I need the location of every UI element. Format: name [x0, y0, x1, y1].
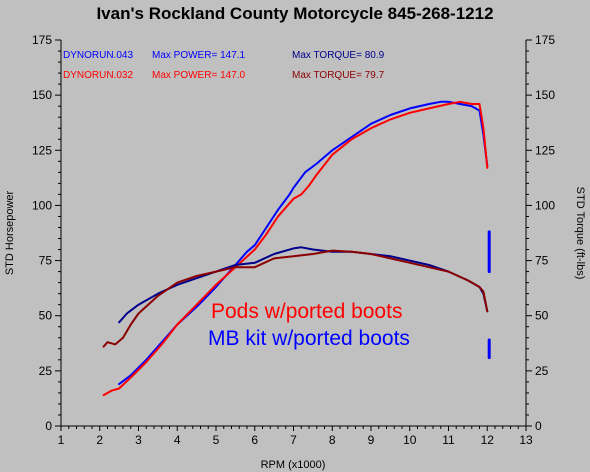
legend: DYNORUN.043 Max POWER= 147.1 Max TORQUE=…: [63, 50, 385, 81]
legend-run-043: DYNORUN.043: [63, 50, 133, 61]
x-tick-label: 1: [58, 433, 65, 447]
y-right-tick-label: 100: [535, 198, 555, 212]
y-left-tick-label: 25: [39, 364, 53, 378]
y-right-tick-label: 25: [535, 364, 549, 378]
y-right-tick-label: 75: [535, 254, 549, 268]
x-tick-label: 3: [135, 433, 142, 447]
x-tick-label: 5: [213, 433, 220, 447]
legend-power-032: Max POWER= 147.0: [152, 70, 246, 81]
x-tick-label: 7: [290, 433, 297, 447]
y-left-tick-label: 100: [32, 198, 52, 212]
x-tick-label: 4: [174, 433, 181, 447]
y-left-tick-label: 0: [45, 419, 52, 433]
y-left-tick-label: 175: [32, 33, 52, 47]
y-left-tick-label: 125: [32, 143, 52, 157]
x-tick-label: 9: [368, 433, 375, 447]
y-right-tick-label: 0: [535, 419, 542, 433]
series-line-1: [102, 100, 489, 397]
y-axis-label-right: STD Torque (ft-lbs): [574, 187, 586, 280]
x-tick-label: 2: [96, 433, 103, 447]
y-right-tick-label: 125: [535, 143, 555, 157]
chart-title: Ivan's Rockland County Motorcycle 845-26…: [96, 4, 493, 23]
x-tick-label: 6: [251, 433, 258, 447]
y-right-tick-label: 150: [535, 88, 555, 102]
y-left-tick-labels: 0 25 50 75 100 125 150 175: [32, 33, 61, 433]
x-tick-label: 11: [442, 433, 455, 447]
y-right-tick-label: 50: [535, 309, 549, 323]
legend-torque-032: Max TORQUE= 79.7: [292, 70, 385, 81]
x-tick-label: 12: [481, 433, 495, 447]
x-tick-label: 8: [329, 433, 336, 447]
annotation-pods: Pods w/ported boots: [211, 300, 402, 323]
y-axis-label-left: STD Horsepower: [4, 190, 16, 275]
x-tick-label: 13: [519, 433, 533, 447]
series-line-3: [102, 249, 489, 348]
y-left-tick-label: 50: [39, 309, 53, 323]
y-left-tick-label: 75: [39, 254, 53, 268]
legend-run-032: DYNORUN.032: [63, 70, 133, 81]
annotation-mb-kit: MB kit w/ported boots: [208, 327, 410, 350]
x-tick-labels: 1 2 3 4 5 6 7 8 9 10 11 12 13: [58, 426, 533, 447]
legend-torque-043: Max TORQUE= 80.9: [292, 50, 385, 61]
y-right-tick-label: 175: [535, 33, 555, 47]
x-axis-label: RPM (x1000): [261, 459, 326, 471]
y-right-tick-labels: 0 25 50 75 100 125 150 175: [526, 33, 555, 433]
series-group: [102, 100, 491, 397]
minor-ticks: [58, 50, 529, 429]
x-tick-label: 10: [403, 433, 417, 447]
y-left-tick-label: 150: [32, 88, 52, 102]
legend-power-043: Max POWER= 147.1: [152, 50, 246, 61]
